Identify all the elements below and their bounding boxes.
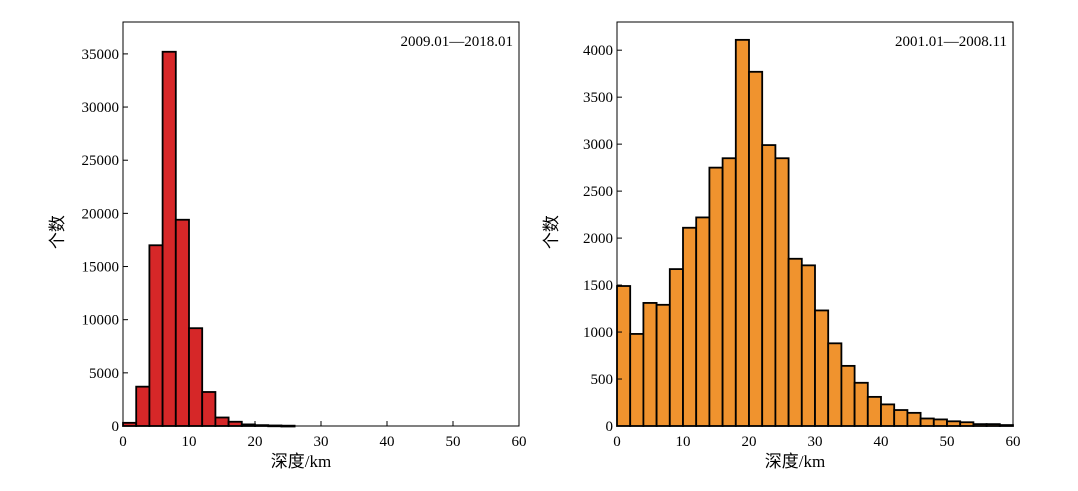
x-tick-label: 0 — [119, 434, 127, 450]
histogram-bar — [708, 166, 724, 427]
x-tick-label: 50 — [940, 434, 955, 450]
histogram-bar — [135, 385, 151, 427]
y-tick-label: 1500 — [583, 278, 613, 294]
y-tick-label: 500 — [591, 372, 614, 388]
y-axis-label: 个数 — [48, 215, 67, 249]
histogram-bar — [642, 302, 658, 427]
x-tick-label: 40 — [380, 434, 395, 450]
histogram-bar — [668, 268, 684, 427]
histogram-bar — [972, 423, 988, 427]
y-tick-label: 35000 — [82, 47, 120, 63]
histogram-bar — [985, 423, 1001, 427]
histogram-bar — [880, 403, 896, 427]
histogram-bar — [774, 157, 790, 427]
histogram-bar — [932, 418, 948, 427]
histogram-bar — [734, 38, 750, 427]
x-tick-label: 20 — [742, 434, 757, 450]
period-label: 2001.01—2008.11 — [895, 34, 1007, 50]
histogram-right: 2001.01—2008.11 深度/km 个数 0 10 20 30 40 50 60 0 5… — [542, 21, 1021, 471]
y-tick-label: 3500 — [583, 90, 613, 106]
y-tick-label: 25000 — [82, 153, 120, 169]
histogram-bar — [959, 421, 975, 427]
y-tick-label: 3000 — [583, 137, 613, 153]
x-axis-label: 深度/km — [271, 452, 331, 471]
histogram-bar — [906, 411, 922, 427]
histogram-bar — [227, 420, 243, 427]
x-tick-label: 30 — [314, 434, 329, 450]
histogram-bar — [280, 424, 296, 428]
histogram-bar — [161, 50, 177, 427]
x-axis-label: 深度/km — [765, 452, 825, 471]
x-tick-label: 50 — [446, 434, 461, 450]
histogram-bar — [998, 424, 1014, 427]
y-tick-label: 10000 — [82, 313, 120, 329]
bars — [616, 38, 1014, 427]
y-tick-label: 15000 — [82, 260, 120, 276]
histogram-bar — [721, 157, 737, 427]
y-tick-label: 20000 — [82, 206, 120, 222]
x-tick-label: 30 — [808, 434, 823, 450]
histogram-bar — [267, 424, 283, 428]
y-tick-label: 2500 — [583, 184, 613, 200]
y-tick-label: 0 — [606, 419, 614, 435]
x-tick-label: 0 — [613, 434, 621, 450]
x-tick-label: 10 — [676, 434, 691, 450]
period-label: 2009.01—2018.01 — [401, 34, 514, 50]
x-tick-label: 60 — [512, 434, 527, 450]
histogram-bar — [148, 244, 164, 427]
histogram-bar — [800, 264, 816, 427]
histogram-bar — [787, 257, 803, 427]
histogram-bar — [840, 364, 856, 427]
histogram-bar — [695, 216, 711, 427]
x-tick-label: 20 — [248, 434, 263, 450]
histogram-bar — [254, 424, 270, 427]
histogram-bar — [946, 420, 962, 427]
histogram-bar — [814, 309, 830, 427]
histogram-bar — [201, 391, 217, 427]
bars — [122, 50, 296, 428]
y-tick-label: 2000 — [583, 231, 613, 247]
histogram-bar — [761, 144, 777, 427]
histogram-bar — [188, 327, 204, 427]
x-tick-label: 60 — [1006, 434, 1021, 450]
y-tick-label: 0 — [112, 419, 120, 435]
histogram-bar — [629, 333, 645, 427]
y-tick-label: 30000 — [82, 100, 120, 116]
histogram-bar — [827, 342, 843, 427]
histogram-bar — [240, 423, 256, 427]
histogram-bar — [919, 417, 935, 427]
y-tick-label: 5000 — [89, 366, 119, 382]
x-tick-label: 40 — [874, 434, 889, 450]
histogram-bar — [682, 226, 698, 427]
histogram-bar — [174, 218, 190, 427]
histogram-bar — [616, 285, 632, 427]
histogram-left: 2009.01—2018.01 深度/km 个数 0 10 20 30 40 50 60 0 5… — [48, 21, 527, 471]
histogram-bar — [748, 70, 764, 427]
histogram-bar — [893, 409, 909, 427]
histogram-bar — [866, 395, 882, 427]
histogram-bar — [214, 416, 230, 427]
histogram-bar — [655, 303, 671, 427]
y-tick-label: 1000 — [583, 325, 613, 341]
x-tick-label: 10 — [182, 434, 197, 450]
y-axis-label: 个数 — [542, 215, 561, 249]
y-tick-label: 4000 — [583, 43, 613, 59]
histogram-bar — [853, 381, 869, 427]
